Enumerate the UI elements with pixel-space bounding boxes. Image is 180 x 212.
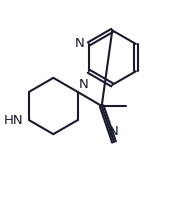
Text: HN: HN — [4, 114, 24, 127]
Text: N: N — [79, 78, 88, 91]
Text: N: N — [75, 38, 84, 50]
Text: N: N — [109, 125, 119, 138]
